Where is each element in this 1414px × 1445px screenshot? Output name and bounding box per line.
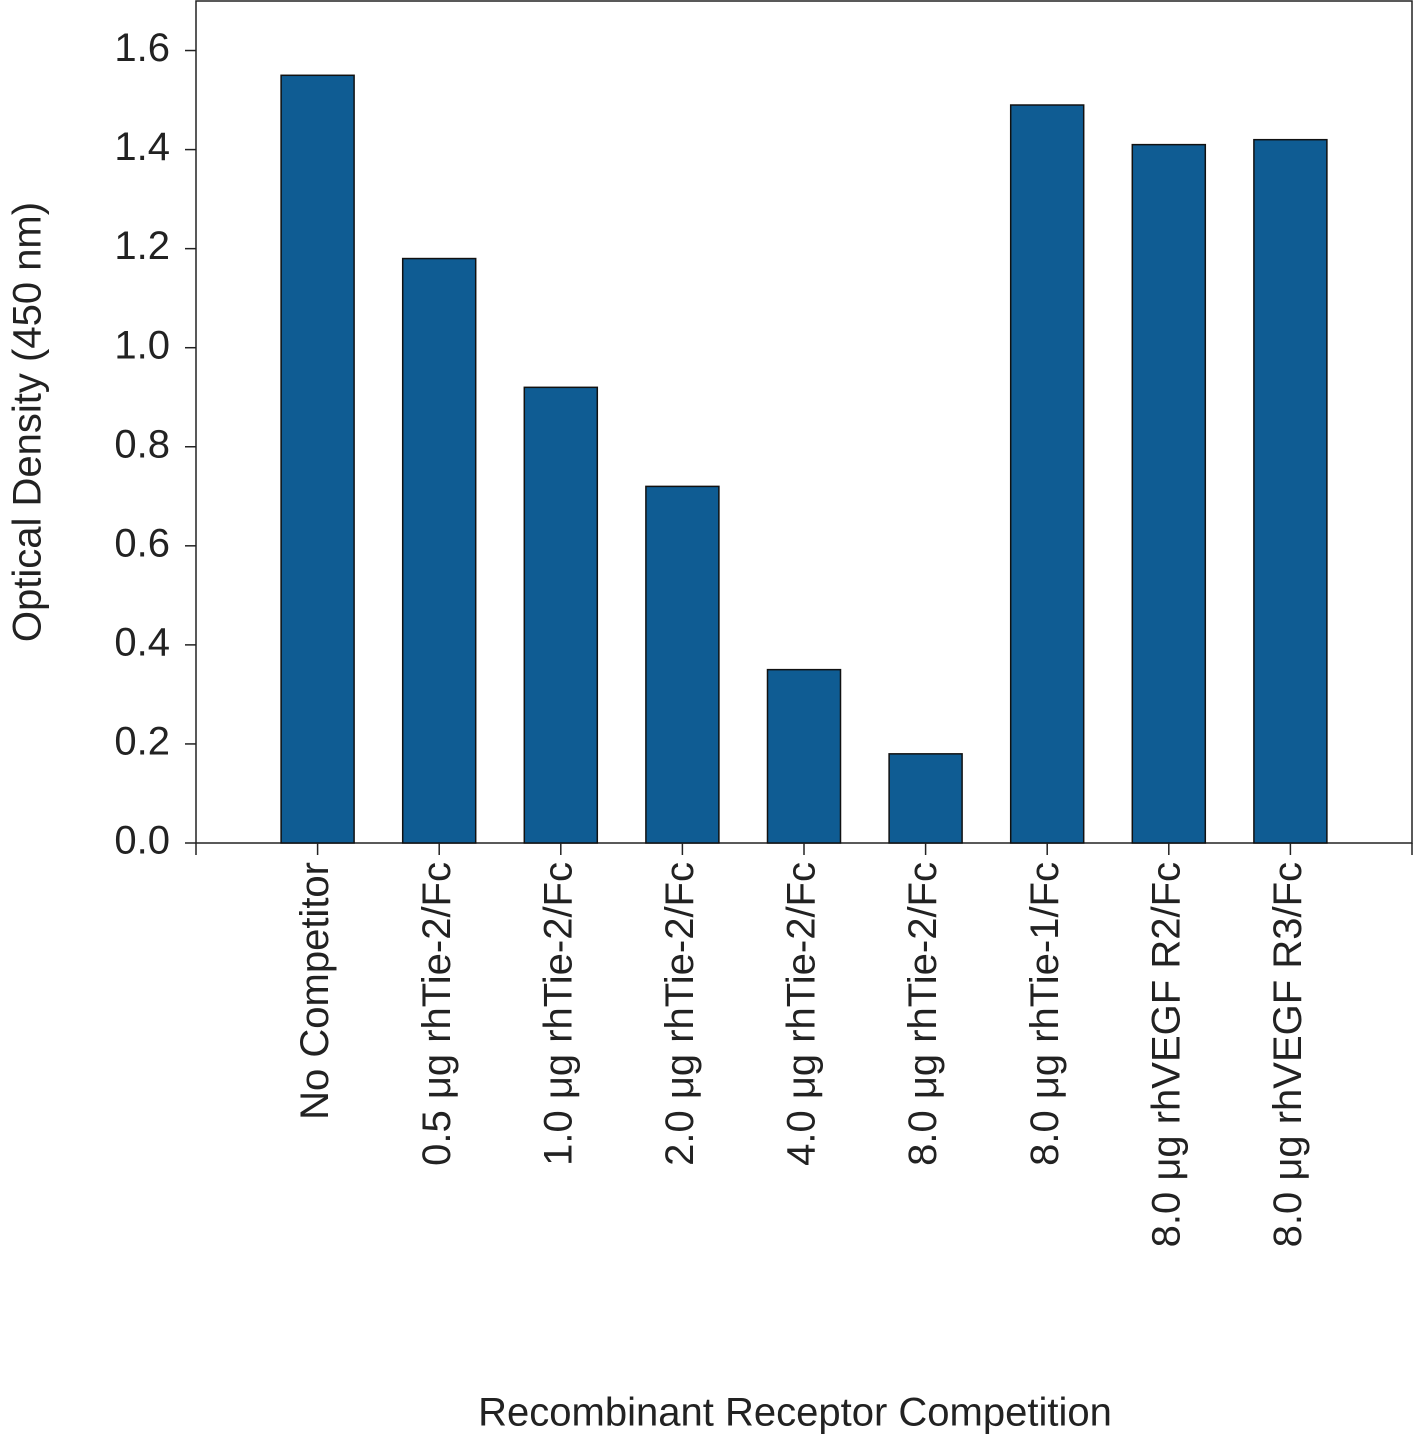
x-tick-label: 4.0 μg rhTie-2/Fc xyxy=(780,862,824,1166)
x-tick-label: 8.0 μg rhVEGF R3/Fc xyxy=(1266,862,1310,1247)
x-tick-label: 8.0 μg rhTie-1/Fc xyxy=(1023,862,1067,1166)
bar xyxy=(1009,104,1085,844)
y-tick-label: 1.2 xyxy=(114,224,170,268)
bar xyxy=(1131,143,1207,844)
bar xyxy=(888,753,963,844)
x-tick-label: 2.0 μg rhTie-2/Fc xyxy=(658,862,702,1166)
bar xyxy=(401,257,477,844)
x-axis-title: Recombinant Receptor Competition xyxy=(478,1391,1112,1435)
x-tick-label: 1.0 μg rhTie-2/Fc xyxy=(536,862,580,1166)
y-tick-label: 1.0 xyxy=(114,323,170,367)
y-tick-label: 0.2 xyxy=(114,720,170,764)
bar xyxy=(766,668,842,844)
bar xyxy=(280,74,355,844)
bar xyxy=(1253,138,1328,844)
y-tick-label: 1.6 xyxy=(114,26,170,70)
x-tick-label: 0.5 μg rhTie-2/Fc xyxy=(415,862,459,1166)
y-axis-title: Optical Density (450 nm) xyxy=(6,202,50,642)
x-tick-label: No Competitor xyxy=(293,862,337,1120)
bar xyxy=(645,485,720,844)
y-tick-label: 0.8 xyxy=(114,422,170,466)
y-tick-label: 1.4 xyxy=(114,125,170,169)
x-tick-label: 8.0 μg rhTie-2/Fc xyxy=(901,862,945,1166)
x-tick-label: 8.0 μg rhVEGF R2/Fc xyxy=(1144,862,1188,1247)
y-tick-label: 0.6 xyxy=(114,521,170,565)
bar xyxy=(523,386,599,844)
y-tick-label: 0.4 xyxy=(114,620,170,664)
y-tick-label: 0.0 xyxy=(114,819,170,863)
